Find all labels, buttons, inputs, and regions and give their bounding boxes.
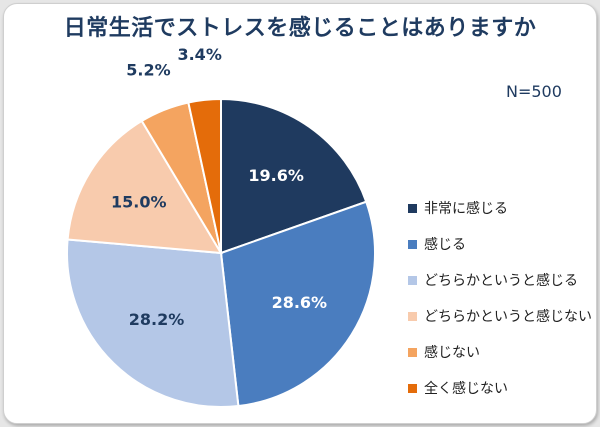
pie-slice-6	[187, 97, 222, 254]
legend-swatch	[408, 203, 417, 213]
legend-swatch	[408, 311, 417, 321]
legend-item-6: 全く感じない	[408, 370, 592, 406]
legend-item-2: 感じる	[408, 226, 592, 262]
slice-value-label-4: 15.0%	[111, 193, 167, 212]
chart-title: 日常生活でストレスを感じることはありますか	[63, 16, 537, 41]
legend-label: どちらかというと感じる	[424, 273, 578, 289]
legend-item-3: どちらかというと感じる	[408, 262, 592, 298]
legend-label: 非常に感じる	[424, 201, 508, 217]
legend-label: 感じる	[424, 237, 466, 253]
pie-slice-4	[66, 119, 223, 255]
slice-value-label-3: 28.2%	[129, 310, 185, 329]
slice-value-label-6: 3.4%	[177, 45, 221, 64]
chart-legend: 非常に感じる 感じるどちらかというと感じる どちらかというと感じない 感じない全く感じ…	[408, 190, 592, 406]
legend-swatch	[408, 347, 417, 357]
legend-swatch	[408, 239, 417, 249]
legend-swatch	[408, 275, 417, 285]
legend-label: どちらかというと感じない	[424, 309, 592, 325]
legend-item-4: どちらかというと感じない	[408, 298, 592, 334]
legend-label: 感じない	[424, 345, 480, 361]
slice-value-label-5: 5.2%	[126, 61, 170, 80]
legend-item-1: 非常に感じる	[408, 190, 592, 226]
legend-label: 全く感じない	[424, 381, 508, 397]
legend-swatch	[408, 383, 417, 393]
sample-size-label: N=500	[506, 82, 562, 101]
slice-value-label-1: 19.6%	[248, 166, 304, 185]
pie-slice-2	[219, 200, 376, 408]
slice-value-label-2: 28.6%	[272, 293, 328, 312]
pie-slice-3	[66, 238, 240, 408]
legend-item-5: 感じない	[408, 334, 592, 370]
